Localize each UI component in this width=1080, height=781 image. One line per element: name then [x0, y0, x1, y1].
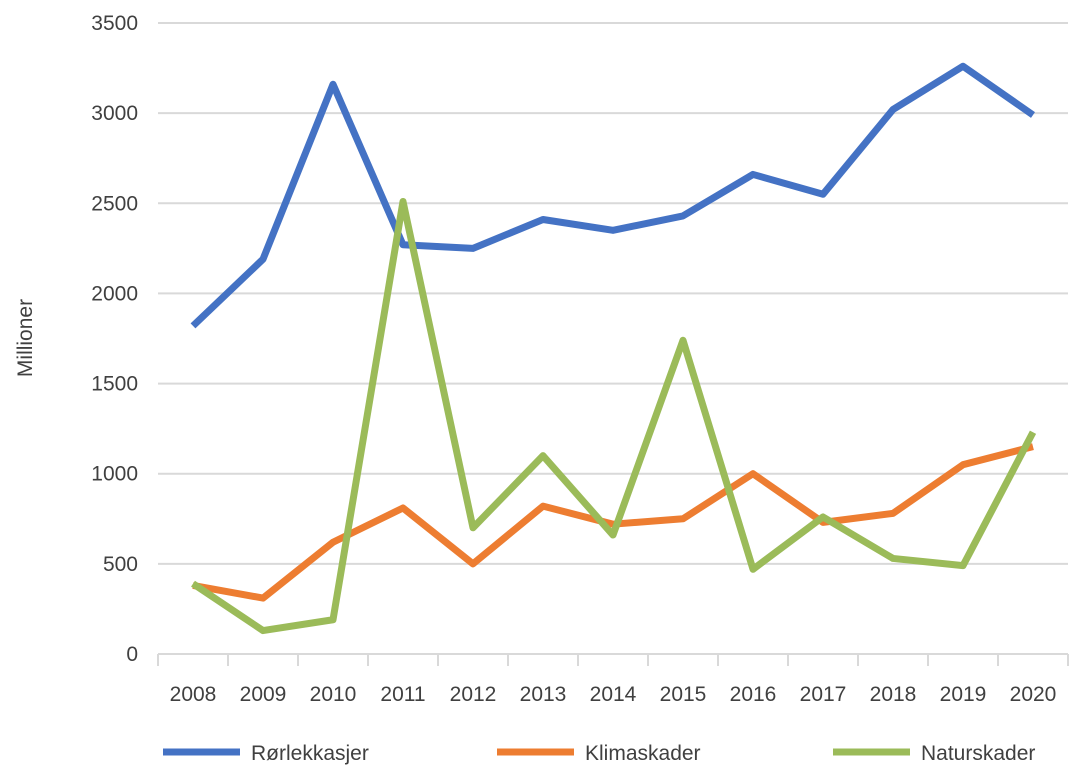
legend-label: Naturskader — [921, 742, 1035, 765]
x-tick-label: 2016 — [730, 683, 777, 706]
y-tick-label: 2000 — [91, 282, 138, 305]
series-line-3 — [191, 197, 1037, 635]
series-lines — [190, 62, 1037, 635]
x-tick-label: 2017 — [800, 683, 847, 706]
y-axis-title: Millioner — [14, 299, 37, 377]
y-axis-ticks: 0 500 1000 1500 2000 2500 3000 3500 — [91, 12, 138, 666]
x-tick-label: 2015 — [660, 683, 707, 706]
x-tick-label: 2019 — [940, 683, 987, 706]
x-tick-label: 2014 — [590, 683, 637, 706]
y-tick-label: 500 — [103, 553, 138, 576]
legend: Rørlekkasjer Klimaskader Naturskader — [163, 742, 1035, 765]
legend-label: Klimaskader — [585, 742, 701, 765]
x-tick-label: 2009 — [240, 683, 287, 706]
y-tick-label: 2500 — [91, 192, 138, 215]
y-tick-label: 0 — [126, 643, 138, 666]
x-tick-label: 2010 — [310, 683, 357, 706]
x-tick-label: 2018 — [870, 683, 917, 706]
x-tick-label: 2012 — [450, 683, 497, 706]
y-tick-label: 1000 — [91, 463, 138, 486]
x-tick-label: 2008 — [170, 683, 217, 706]
y-tick-label: 1500 — [91, 373, 138, 396]
x-axis: 2008 2009 2010 2011 2012 2013 2014 2015 2016 2017… — [157, 653, 1069, 706]
y-tick-label: 3000 — [91, 102, 138, 125]
x-tick-label: 2020 — [1010, 683, 1057, 706]
x-tick-label: 2011 — [380, 683, 425, 706]
series-line-1 — [190, 62, 1035, 329]
y-tick-label: 3500 — [91, 12, 138, 35]
legend-label: Rørlekkasjer — [251, 742, 369, 765]
series-line-2 — [192, 443, 1034, 602]
x-tick-label: 2013 — [520, 683, 567, 706]
gridlines — [158, 22, 1068, 565]
